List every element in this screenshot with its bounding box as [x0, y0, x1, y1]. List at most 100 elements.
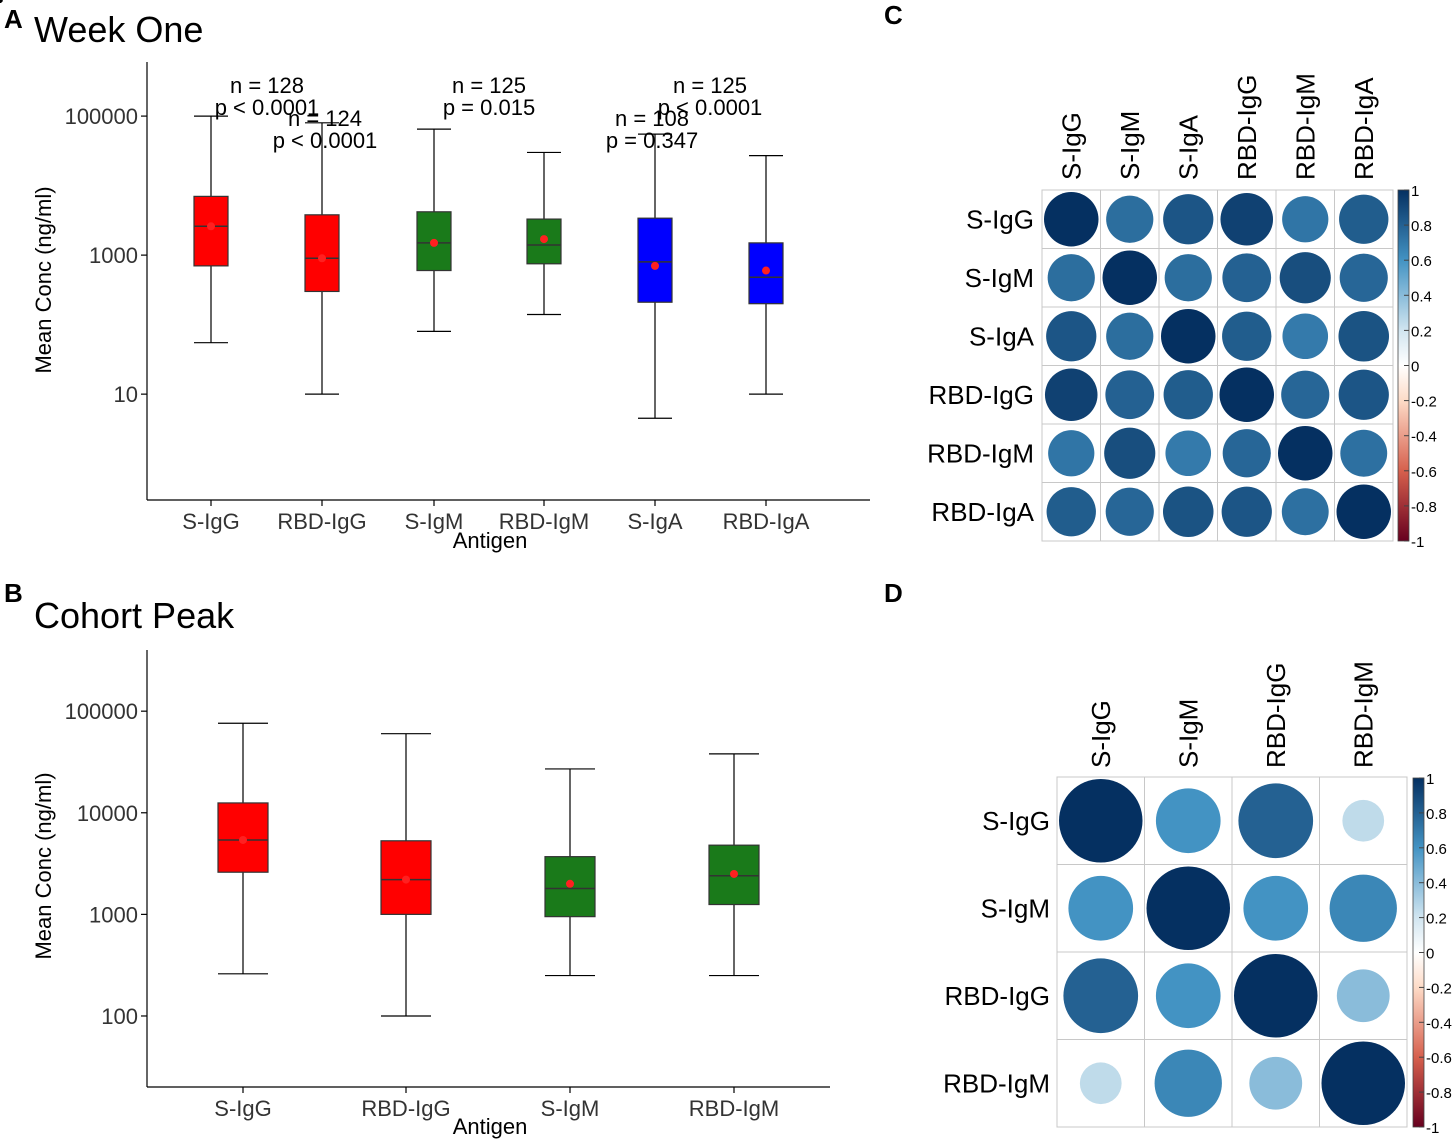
corr-circle [1048, 430, 1095, 477]
grid-cell [1334, 482, 1394, 542]
annotation-p: p < 0.0001 [215, 95, 320, 120]
colorbar-tick-label: 0.2 [1426, 911, 1447, 928]
row-label: S-IgM [965, 263, 1034, 293]
corr-circle [1046, 311, 1097, 362]
y-tick-label: 100 [101, 1004, 138, 1029]
annotation-p: p < 0.0001 [658, 95, 763, 120]
mean-marker [207, 222, 215, 231]
panel-c-letter: C [884, 0, 903, 30]
corr-circle [1238, 783, 1314, 859]
col-label: S-IgG [1086, 700, 1116, 768]
col-label: RBD-IgA [1349, 77, 1379, 180]
annotation-n: n = 125 [673, 73, 747, 98]
corr-circle [1044, 368, 1098, 422]
corr-circle [1336, 969, 1390, 1023]
corr-circle [1243, 875, 1309, 941]
col-label: S-IgM [1173, 699, 1203, 768]
corr-circle [1329, 874, 1397, 942]
corr-circle [1068, 875, 1134, 941]
corr-circle [1278, 426, 1333, 481]
mean-marker [239, 835, 247, 844]
corr-circle [1044, 192, 1099, 247]
row-label: RBD-IgM [943, 1068, 1050, 1098]
colorbar-tick-label: -0.4 [1426, 1015, 1452, 1032]
corr-circle [1104, 427, 1156, 479]
corr-circle [1146, 866, 1230, 950]
panel-b-title: Cohort Peak [34, 595, 235, 636]
x-tick-label: S-IgG [214, 1096, 271, 1121]
corr-circle [1220, 192, 1274, 246]
corr-circle [1046, 487, 1096, 537]
corr-circle [1338, 310, 1390, 362]
y-tick-label: 1000 [89, 243, 138, 268]
panel-c: C S-IgG S-IgG S-IgM S-IgM S-IgA S-IgA RBD-IgG R… [884, 0, 1437, 551]
box-RBD-IgM [526, 218, 562, 265]
panel-a-letter: A [4, 4, 23, 34]
corr-circle [1102, 250, 1157, 305]
corr-circle [1279, 252, 1331, 304]
corr-circle [1222, 311, 1272, 361]
mean-marker [402, 875, 410, 884]
x-tick-label: RBD-IgM [499, 509, 589, 534]
colorbar-tick-label: -0.8 [1411, 499, 1437, 516]
panel-a-ylabel: Mean Conc (ng/ml) [31, 186, 56, 373]
colorbar-tick-label: -1 [1426, 1120, 1439, 1137]
colorbar-tick-label: -0.6 [1411, 464, 1437, 481]
x-tick-label: S-IgM [405, 509, 464, 534]
mean-marker [566, 879, 574, 888]
corr-circle [1164, 254, 1212, 302]
colorbar-tick-label: -0.6 [1426, 1050, 1452, 1067]
corr-circle [1340, 429, 1388, 477]
col-label: RBD-IgM [1348, 661, 1378, 768]
row-label: RBD-IgA [931, 497, 1034, 527]
x-tick-label: S-IgA [627, 509, 682, 534]
corr-circle [1162, 486, 1214, 538]
data-point [0, 0, 3, 3]
colorbar-tick-label: -1 [1411, 534, 1424, 551]
grid-cell [1319, 1039, 1408, 1128]
corr-circle [1161, 309, 1216, 364]
panel-a-title: Week One [34, 9, 203, 50]
x-tick-label: RBD-IgG [361, 1096, 450, 1121]
colorbar-tick-label: 0.4 [1426, 876, 1447, 893]
x-tick-label: RBD-IgA [723, 509, 810, 534]
col-label: RBD-IgG [1232, 75, 1262, 180]
row-label: S-IgA [969, 321, 1035, 351]
panel-b-letter: B [4, 578, 23, 608]
corr-circle [1155, 963, 1221, 1029]
y-tick-label: 10000 [77, 801, 138, 826]
panel-b-ylabel: Mean Conc (ng/ml) [31, 772, 56, 959]
mean-marker [651, 261, 659, 270]
corr-circle [1321, 1041, 1405, 1125]
corr-circle [1163, 194, 1214, 245]
corr-circle [1079, 1062, 1122, 1105]
corr-circle [1338, 369, 1389, 420]
colorbar-tick-label: 0.6 [1411, 253, 1432, 270]
corr-circle [1234, 954, 1318, 1038]
corr-circle [1059, 779, 1143, 863]
mean-marker [540, 235, 548, 244]
corr-circle [1163, 370, 1213, 420]
corr-circle [1219, 367, 1274, 422]
annotation-n: n = 128 [230, 73, 304, 98]
x-tick-label: RBD-IgM [689, 1096, 779, 1121]
box-S-IgA [637, 217, 673, 303]
corr-circle [1221, 486, 1272, 537]
corr-circle [1339, 194, 1389, 244]
corr-circle [1249, 1056, 1303, 1110]
col-label: S-IgG [1056, 112, 1086, 180]
corr-circle [1047, 254, 1095, 302]
colorbar-tick-label: -0.2 [1426, 980, 1452, 997]
col-label: S-IgM [1115, 111, 1145, 180]
corr-circle [1336, 484, 1391, 539]
colorbar-tick-label: 0.4 [1411, 288, 1432, 305]
corr-circle [1106, 195, 1154, 243]
corr-circle [1165, 430, 1212, 477]
mean-marker [318, 254, 326, 263]
annotation-n: n = 125 [452, 73, 526, 98]
corr-circle [1339, 253, 1388, 302]
corr-circle [1282, 196, 1329, 243]
row-label: RBD-IgG [929, 380, 1034, 410]
colorbar-tick-label: 0 [1426, 946, 1434, 963]
panel-d-letter: D [884, 578, 903, 608]
